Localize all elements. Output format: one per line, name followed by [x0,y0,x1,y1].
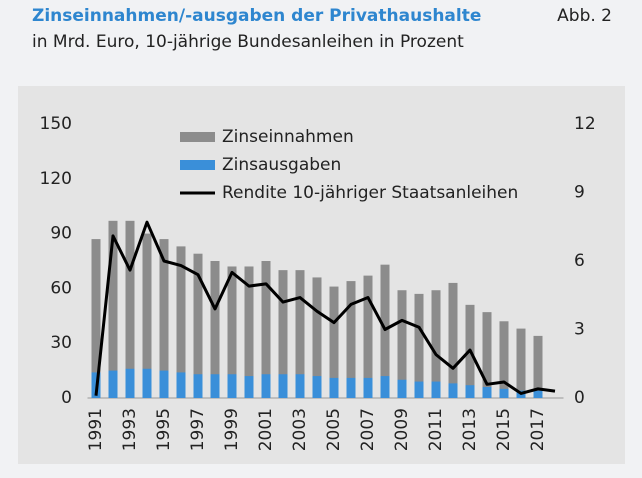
bar [312,277,322,398]
chart-subtitle: in Mrd. Euro, 10-jährige Bundesanleihen … [32,32,464,52]
figure-label: Abb. 2 [557,6,612,26]
bar [346,377,356,398]
bar [244,376,254,398]
bar [278,374,288,398]
x-tick-label: 1993 [120,408,140,451]
legend-label: Zinsausgaben [222,155,341,175]
x-tick-label: 1991 [86,408,106,451]
y-tick-label: 30 [50,333,72,353]
bar [397,290,407,398]
x-tick-label: 1997 [188,408,208,451]
bar [176,372,186,398]
chart-title: Zinseinnahmen/-ausgaben der Privathausha… [32,6,481,26]
bar [210,374,220,398]
bar [482,387,492,398]
legend-label: Zinseinnahmen [222,127,354,147]
x-tick-label: 1995 [154,408,174,451]
bar [533,390,543,398]
y2-tick-label: 9 [574,183,585,203]
bar [431,381,441,398]
x-tick-label: 2017 [528,408,548,451]
bar [227,266,237,398]
y-tick-label: 0 [61,388,72,408]
bar [261,374,271,398]
bar [499,388,509,398]
legend-label: Rendite 10-jähriger Staatsanleihen [222,183,518,203]
bar [465,385,475,398]
bar [210,261,220,398]
bar [159,239,169,398]
y2-tick-label: 3 [574,320,585,340]
x-tick-label: 2013 [460,408,480,451]
legend-swatch [180,132,215,142]
line-series [94,220,556,396]
plot-panel [18,86,625,464]
x-tick-label: 2011 [426,408,446,451]
bar [91,239,101,398]
x-tick-label: 1999 [222,408,242,451]
y2-tick-label: 12 [574,114,596,134]
y2-tick-label: 0 [574,388,585,408]
bar [397,379,407,398]
bar [363,275,373,398]
bar [414,381,424,398]
x-tick-label: 2001 [256,408,276,451]
x-tick-label: 2005 [324,408,344,451]
bar [142,233,152,398]
y-tick-label: 120 [40,169,72,189]
x-tick-label: 2015 [494,408,514,451]
x-tick-label: 2009 [392,408,412,451]
bar [261,261,271,398]
bar [142,368,152,398]
bar [380,264,390,398]
bar [448,282,458,398]
bar [329,286,339,398]
y-tick-label: 90 [50,224,72,244]
bar [533,335,543,398]
bar [125,368,135,398]
bar [295,374,305,398]
bar [516,328,526,398]
bar [278,270,288,398]
bar [108,220,118,398]
bar [159,370,169,398]
y2-tick-label: 6 [574,251,585,271]
bar [193,374,203,398]
x-tick-label: 2007 [358,408,378,451]
y-tick-label: 150 [40,114,72,134]
bar [346,281,356,398]
legend-swatch [180,160,215,170]
bar [312,376,322,398]
bar [125,220,135,398]
bar [295,270,305,398]
bar [227,374,237,398]
bar [108,370,118,398]
bar [176,246,186,398]
bar [193,253,203,398]
y-tick-label: 60 [50,278,72,298]
x-tick-label: 2003 [290,408,310,451]
bar [414,293,424,398]
bar [499,321,509,398]
bar [380,376,390,398]
bar [329,377,339,398]
bar [244,266,254,398]
bar [448,383,458,398]
bar [363,377,373,398]
bar [431,290,441,398]
bar [482,312,492,398]
